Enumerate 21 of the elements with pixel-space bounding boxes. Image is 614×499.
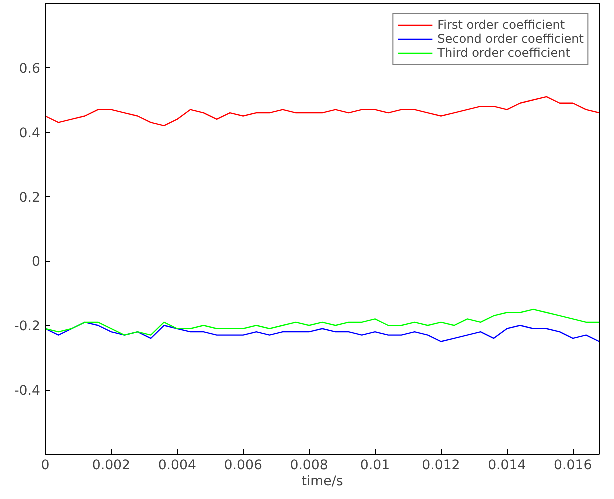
x-tick-label: 0.006: [224, 458, 262, 474]
x-axis-title: time/s: [302, 474, 344, 490]
legend-label: Third order coefficient: [438, 46, 570, 60]
x-tick-label: 0.01: [360, 458, 390, 474]
y-tick-label: -0.2: [14, 320, 41, 335]
y-tick-label: -0.4: [14, 384, 41, 400]
line-series: [46, 322, 600, 342]
x-tick-label: 0.014: [488, 458, 526, 474]
y-tick-label: 0: [32, 255, 41, 270]
x-tick-label: 0.008: [290, 458, 328, 474]
x-tick-label: 0.012: [422, 458, 460, 474]
y-tick-label: 0.2: [19, 190, 41, 206]
y-tick-label: 0.4: [19, 126, 41, 142]
y-tick-label: 0.6: [19, 62, 41, 77]
line-series: [46, 96, 600, 127]
x-tick-label: 0.004: [158, 458, 196, 474]
line-series: [46, 308, 600, 336]
legend-label: Second order coefficient: [438, 32, 584, 46]
x-tick-label: 0.016: [554, 458, 592, 474]
x-tick-label: 0.002: [92, 458, 131, 474]
legend-label: First order coefficient: [438, 18, 566, 32]
